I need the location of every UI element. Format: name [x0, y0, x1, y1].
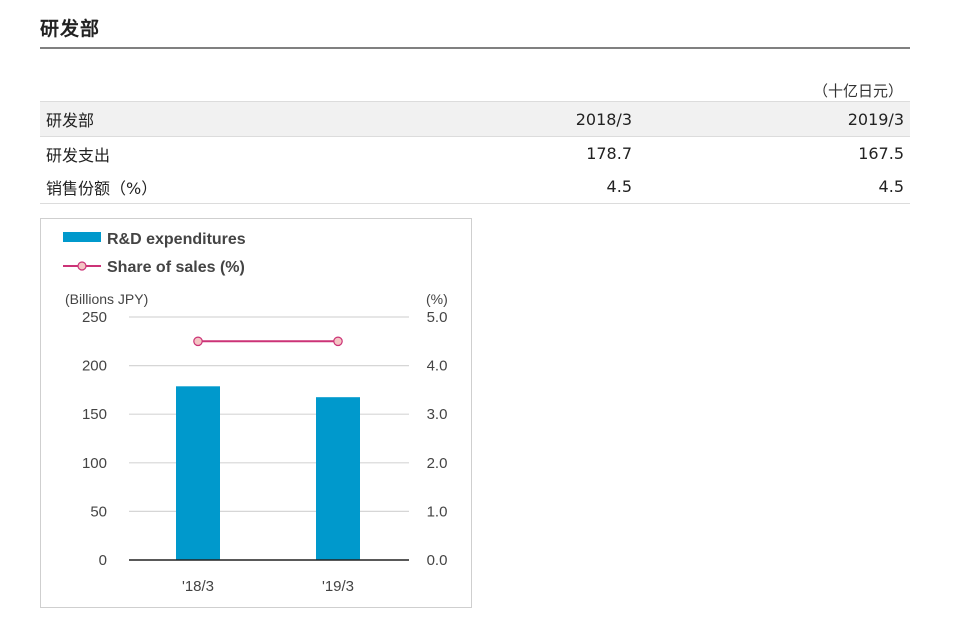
- bar: [316, 397, 360, 560]
- y-left-tick-label: 150: [82, 406, 107, 423]
- rd-data-table: 研发部 2018/3 2019/3 研发支出 178.7 167.5 销售份额（…: [40, 101, 910, 204]
- unit-note: （十亿日元）: [812, 82, 903, 100]
- table-cell-value: 4.5: [392, 170, 638, 204]
- title-divider: [40, 47, 910, 49]
- y-left-tick-label: 50: [90, 503, 107, 520]
- table-cell-value: 178.7: [586, 144, 632, 163]
- x-tick-label: '18/3: [182, 578, 214, 595]
- table-row: 研发支出 178.7 167.5: [40, 137, 910, 171]
- table-cell-label: 研发支出: [46, 145, 111, 165]
- legend-bar-swatch: [63, 232, 101, 242]
- legend-line-marker: [77, 261, 87, 271]
- line-layer: [193, 336, 343, 347]
- line-point: [333, 336, 343, 347]
- rd-chart: R&D expenditures Share of sales (%) (Bil…: [40, 218, 472, 608]
- table-header-year-1: 2018/3: [392, 101, 638, 137]
- rd-chart-svg: R&D expenditures Share of sales (%) (Bil…: [63, 231, 448, 595]
- y-right-tick-label: 0.0: [427, 552, 448, 569]
- y-left-axis-label: (Billions JPY): [65, 291, 148, 307]
- y-left-tick-label: 0: [99, 552, 107, 569]
- x-tick-label: '19/3: [322, 578, 354, 595]
- table-header-label: 研发部: [40, 101, 392, 137]
- y-right-axis-label: (%): [426, 291, 448, 307]
- bar: [176, 386, 220, 560]
- table-header-year-2: 2019/3: [638, 101, 910, 137]
- table-cell-value: 167.5: [858, 144, 904, 163]
- y-right-tick-label: 3.0: [427, 406, 448, 423]
- category-layer: '18/3 '19/3: [182, 578, 354, 595]
- table-row: 销售份额（%） 4.5 4.5: [40, 170, 910, 204]
- y-right-tick-label: 1.0: [427, 503, 448, 520]
- legend-bar-label: R&D expenditures: [107, 231, 246, 248]
- y-left-tick-label: 250: [82, 309, 107, 326]
- y-right-tick-label: 2.0: [427, 455, 448, 472]
- tick-layer: 250 5.0 200 4.0 150 3.0 100 2.0 50 1.0 0 0.0: [82, 309, 447, 569]
- bar-layer: [176, 386, 360, 560]
- page-title: 研发部: [40, 18, 101, 40]
- legend-line-label: Share of sales (%): [107, 259, 245, 276]
- y-left-tick-label: 100: [82, 455, 107, 472]
- line-point: [193, 336, 203, 347]
- y-left-tick-label: 200: [82, 358, 107, 375]
- grid-layer: [129, 316, 409, 512]
- table-cell-label: 销售份额（%）: [40, 170, 392, 204]
- table-header-row: 研发部 2018/3 2019/3: [40, 101, 910, 137]
- y-right-tick-label: 5.0: [427, 309, 448, 326]
- table-cell-value: 4.5: [638, 170, 910, 204]
- y-right-tick-label: 4.0: [427, 358, 448, 375]
